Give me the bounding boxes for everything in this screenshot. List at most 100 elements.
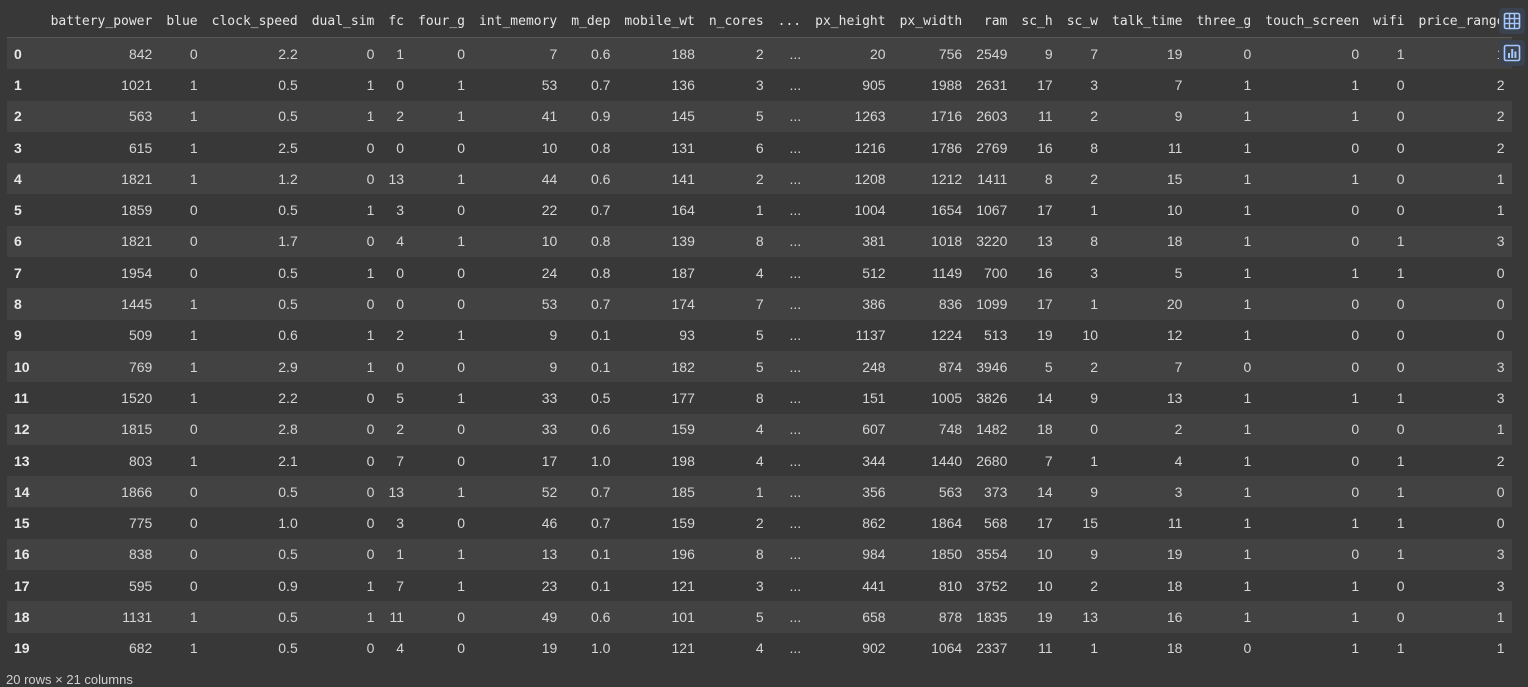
table-cell: 0	[457, 264, 465, 281]
table-cell: 2769	[976, 139, 1008, 156]
table-row: 8 1445 1 0.5 0 0 0 53 0.7 174 7... 386 836 1099 17 1 20 1…	[7, 288, 1512, 320]
table-cell: ...	[789, 452, 802, 469]
table-cell: 3	[755, 76, 764, 93]
convert-to-interactive-table-button[interactable]	[1499, 8, 1525, 34]
table-cell: 19	[541, 640, 558, 657]
table-cell: 0	[1243, 358, 1252, 375]
table-cell: 1.7	[278, 233, 298, 250]
table-row: 2 563 1 0.5 1 2 1 41 0.9 145 5... 1263 1716 2603 11 2 9 1…	[7, 100, 1512, 132]
table-cell: 0	[1396, 108, 1405, 125]
table-cell: 44	[541, 170, 558, 187]
table-cell: 2	[1090, 108, 1098, 125]
table-cell: 1411	[977, 170, 1008, 187]
table-row: 4 1821 1 1.2 0 13 1 44 0.6 141 2... 1208 1212 1411 8 2 1…	[7, 163, 1512, 195]
table-cell: 3826	[976, 389, 1008, 406]
table-cell: 1	[189, 296, 198, 313]
table-cell: 0	[457, 139, 465, 156]
table-cell: 1	[755, 202, 764, 219]
table-cell: 2	[755, 45, 764, 62]
table-cell: ...	[789, 546, 802, 563]
row-index: 4	[14, 170, 22, 187]
table-cell: 8	[755, 546, 764, 563]
table-cell: 3	[755, 577, 764, 594]
table-cell: 18	[1166, 640, 1183, 657]
table-cell: 0	[396, 76, 405, 93]
table-cell: 14	[1037, 483, 1053, 500]
table-cell: 0	[1351, 452, 1360, 469]
table-cell: 17	[1037, 76, 1053, 93]
table-cell: 1149	[932, 264, 963, 281]
table-cell: 1004	[854, 202, 886, 219]
table-cell: 19	[1037, 327, 1053, 344]
table-row: 11 1520 1 2.2 0 5 1 33 0.5 177 8... 151 1005 3826 14 9 1…	[7, 382, 1512, 414]
table-cell: 1859	[121, 202, 153, 219]
table-cell: 0	[366, 421, 375, 438]
table-cell: 0	[1351, 483, 1360, 500]
table-cell: 1864	[931, 515, 963, 532]
table-cell: 344	[862, 452, 886, 469]
table-cell: 0	[1396, 202, 1405, 219]
row-index: 11	[14, 389, 29, 406]
table-cell: 0.5	[278, 264, 298, 281]
table-cell: 1	[1243, 327, 1252, 344]
table-cell: 1	[366, 358, 375, 375]
table-cell: 0	[366, 452, 375, 469]
table-cell: 0	[457, 515, 465, 532]
table-cell: 18	[1037, 421, 1053, 438]
table-cell: 0.5	[278, 546, 298, 563]
table-cell: 2549	[976, 45, 1008, 62]
table-cell: 3	[396, 202, 405, 219]
row-index: 13	[14, 452, 30, 469]
table-cell: 145	[671, 108, 695, 125]
table-cell: 1	[755, 483, 764, 500]
table-cell: 23	[541, 577, 558, 594]
column-header-n-cores: n_cores	[701, 6, 771, 38]
table-cell: 0.7	[590, 76, 611, 93]
table-cell: 1	[1243, 76, 1252, 93]
table-cell: 0	[189, 202, 198, 219]
table-cell: 15	[1082, 515, 1098, 532]
table-cell: 1	[1396, 483, 1405, 500]
table-cell: 0	[1396, 139, 1405, 156]
table-cell: 0	[1396, 170, 1405, 187]
table-cell: 1	[396, 546, 405, 563]
table-cell: 1	[189, 389, 198, 406]
suggest-charts-button[interactable]	[1499, 40, 1525, 66]
table-cell: 0	[1496, 327, 1505, 344]
table-cell: 842	[128, 45, 153, 62]
table-row: 14 1866 0 0.5 0 13 1 52 0.7 185 1... 356 563 373 14 9 3 1…	[7, 476, 1512, 508]
table-cell: 2	[1496, 139, 1505, 156]
table-cell: 1482	[976, 421, 1008, 438]
table-cell: 1208	[854, 170, 886, 187]
table-cell: 1	[189, 358, 198, 375]
table-cell: 1	[1090, 640, 1098, 657]
table-cell: 1654	[931, 202, 963, 219]
table-cell: 1	[366, 264, 375, 281]
table-cell: 2	[1174, 421, 1183, 438]
table-cell: 3	[1496, 577, 1505, 594]
row-index: 17	[14, 577, 30, 594]
table-cell: 1	[396, 45, 405, 62]
table-cell: 1445	[121, 296, 153, 313]
table-cell: 1	[457, 389, 465, 406]
table-cell: 2	[396, 108, 405, 125]
table-cell: 1131	[122, 608, 153, 625]
table-row: 6 1821 0 1.7 0 4 1 10 0.8 139 8... 381 1018 3220 13 8 18…	[7, 225, 1512, 258]
table-cell: 862	[862, 515, 886, 532]
table-cell: 0	[1351, 202, 1360, 219]
table-cell: 0	[396, 264, 405, 281]
column-header-price-range: price_range	[1411, 6, 1512, 38]
table-cell: 1005	[931, 389, 963, 406]
table-cell: 1263	[854, 108, 886, 125]
table-cell: 1821	[121, 233, 153, 250]
table-cell: 513	[984, 327, 1008, 344]
table-cell: 0.7	[590, 515, 611, 532]
table-cell: 2	[1090, 170, 1098, 187]
table-cell: 0	[457, 452, 465, 469]
column-header-px-height: px_height	[808, 6, 893, 38]
table-cell: 1	[1351, 108, 1360, 125]
table-cell: 1	[366, 608, 375, 625]
table-cell: 0	[1351, 546, 1360, 563]
table-cell: 878	[938, 608, 963, 625]
table-cell: 9	[549, 358, 558, 375]
